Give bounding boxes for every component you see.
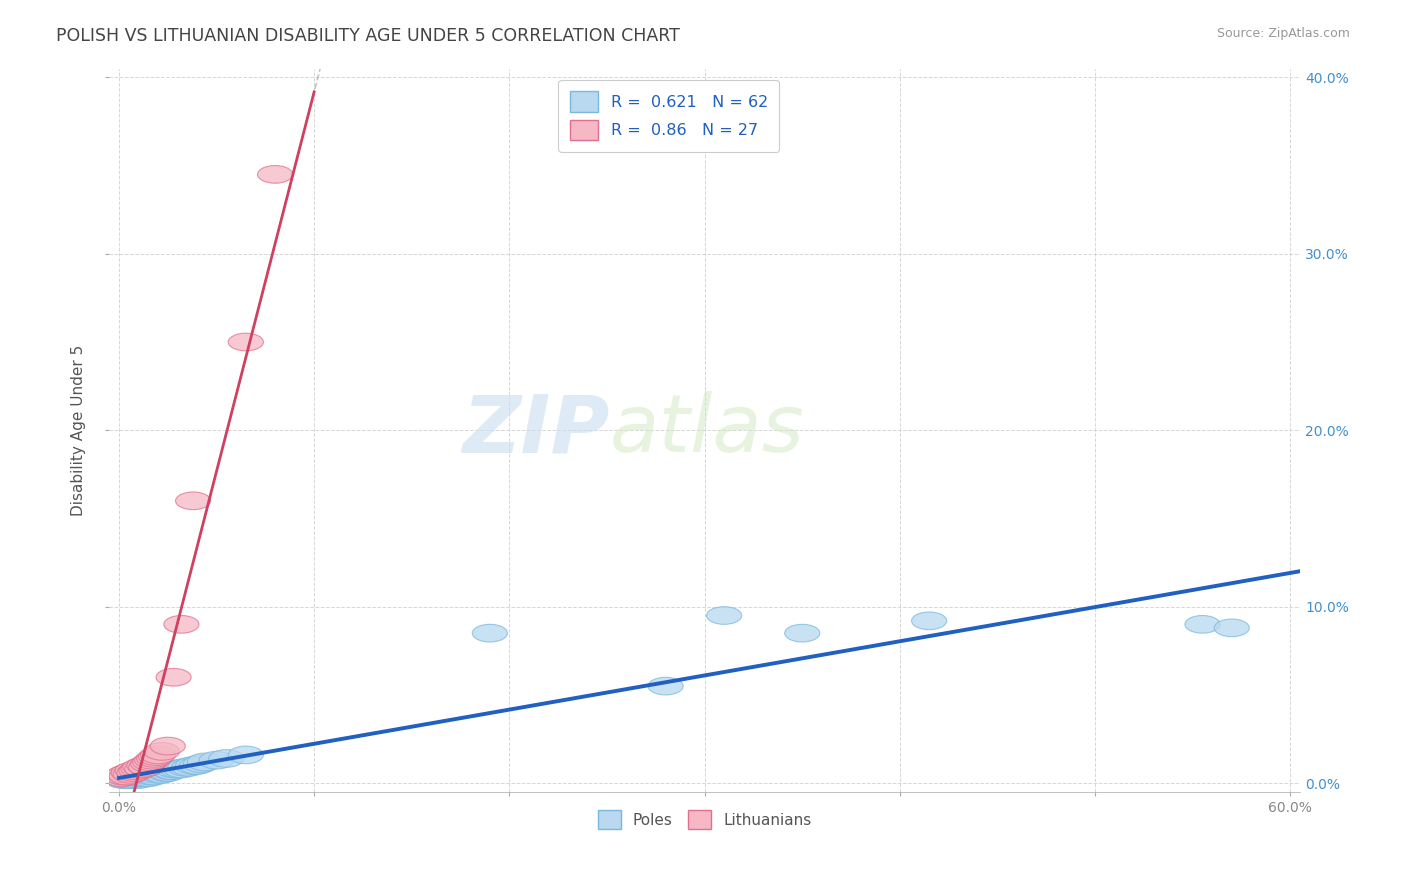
Ellipse shape	[187, 753, 222, 771]
Ellipse shape	[111, 771, 146, 789]
Ellipse shape	[121, 769, 156, 787]
Ellipse shape	[117, 769, 152, 787]
Ellipse shape	[112, 765, 148, 783]
Ellipse shape	[911, 612, 946, 630]
Ellipse shape	[127, 765, 162, 783]
Ellipse shape	[107, 771, 142, 789]
Ellipse shape	[107, 767, 142, 785]
Ellipse shape	[120, 769, 155, 787]
Ellipse shape	[707, 607, 742, 624]
Ellipse shape	[125, 760, 160, 778]
Ellipse shape	[121, 760, 156, 778]
Ellipse shape	[127, 756, 162, 774]
Ellipse shape	[110, 765, 145, 783]
Ellipse shape	[115, 762, 150, 780]
Legend: Poles, Lithuanians: Poles, Lithuanians	[592, 804, 817, 835]
Ellipse shape	[150, 738, 186, 755]
Ellipse shape	[228, 746, 263, 764]
Ellipse shape	[183, 755, 218, 772]
Ellipse shape	[1185, 615, 1220, 633]
Ellipse shape	[648, 677, 683, 695]
Ellipse shape	[127, 769, 162, 787]
Ellipse shape	[156, 668, 191, 686]
Ellipse shape	[105, 767, 141, 785]
Ellipse shape	[111, 767, 146, 785]
Ellipse shape	[103, 769, 138, 787]
Ellipse shape	[131, 755, 166, 772]
Ellipse shape	[785, 624, 820, 642]
Ellipse shape	[135, 751, 170, 769]
Ellipse shape	[165, 760, 200, 778]
Ellipse shape	[120, 762, 155, 780]
Ellipse shape	[111, 764, 146, 781]
Text: POLISH VS LITHUANIAN DISABILITY AGE UNDER 5 CORRELATION CHART: POLISH VS LITHUANIAN DISABILITY AGE UNDE…	[56, 27, 681, 45]
Ellipse shape	[228, 334, 263, 351]
Ellipse shape	[155, 762, 190, 780]
Ellipse shape	[156, 760, 191, 778]
Ellipse shape	[122, 769, 157, 787]
Ellipse shape	[135, 765, 170, 783]
Ellipse shape	[180, 756, 215, 774]
Ellipse shape	[125, 767, 160, 785]
Ellipse shape	[138, 747, 173, 765]
Ellipse shape	[112, 765, 148, 783]
Ellipse shape	[142, 764, 177, 781]
Ellipse shape	[257, 166, 292, 183]
Ellipse shape	[110, 769, 145, 787]
Ellipse shape	[141, 746, 176, 764]
Ellipse shape	[121, 767, 156, 785]
Ellipse shape	[146, 762, 181, 780]
Ellipse shape	[136, 749, 172, 767]
Ellipse shape	[115, 767, 150, 785]
Ellipse shape	[111, 769, 146, 787]
Ellipse shape	[138, 764, 173, 781]
Ellipse shape	[176, 492, 211, 509]
Ellipse shape	[172, 758, 207, 776]
Ellipse shape	[200, 751, 235, 769]
Ellipse shape	[165, 615, 200, 633]
Ellipse shape	[132, 753, 167, 771]
Y-axis label: Disability Age Under 5: Disability Age Under 5	[72, 344, 86, 516]
Ellipse shape	[167, 758, 202, 776]
Ellipse shape	[121, 771, 156, 789]
Ellipse shape	[117, 765, 152, 783]
Ellipse shape	[131, 765, 166, 783]
Ellipse shape	[160, 760, 195, 778]
Ellipse shape	[1215, 619, 1250, 637]
Ellipse shape	[208, 749, 243, 767]
Ellipse shape	[105, 771, 141, 789]
Ellipse shape	[152, 762, 187, 780]
Ellipse shape	[129, 758, 165, 776]
Ellipse shape	[117, 764, 152, 781]
Ellipse shape	[122, 765, 157, 783]
Ellipse shape	[145, 765, 180, 783]
Ellipse shape	[150, 764, 186, 781]
Ellipse shape	[131, 769, 166, 787]
Ellipse shape	[107, 765, 142, 783]
Ellipse shape	[112, 769, 148, 787]
Text: Source: ZipAtlas.com: Source: ZipAtlas.com	[1216, 27, 1350, 40]
Ellipse shape	[136, 767, 172, 785]
Ellipse shape	[148, 764, 183, 781]
Ellipse shape	[176, 756, 211, 774]
Ellipse shape	[125, 769, 160, 787]
Ellipse shape	[129, 767, 165, 785]
Ellipse shape	[120, 767, 155, 785]
Ellipse shape	[145, 742, 180, 760]
Ellipse shape	[132, 767, 167, 785]
Ellipse shape	[129, 764, 165, 781]
Ellipse shape	[110, 767, 145, 785]
Text: atlas: atlas	[609, 392, 804, 469]
Ellipse shape	[103, 769, 138, 787]
Ellipse shape	[141, 765, 176, 783]
Ellipse shape	[115, 771, 150, 789]
Ellipse shape	[122, 758, 157, 776]
Text: ZIP: ZIP	[463, 392, 609, 469]
Ellipse shape	[112, 771, 148, 789]
Ellipse shape	[472, 624, 508, 642]
